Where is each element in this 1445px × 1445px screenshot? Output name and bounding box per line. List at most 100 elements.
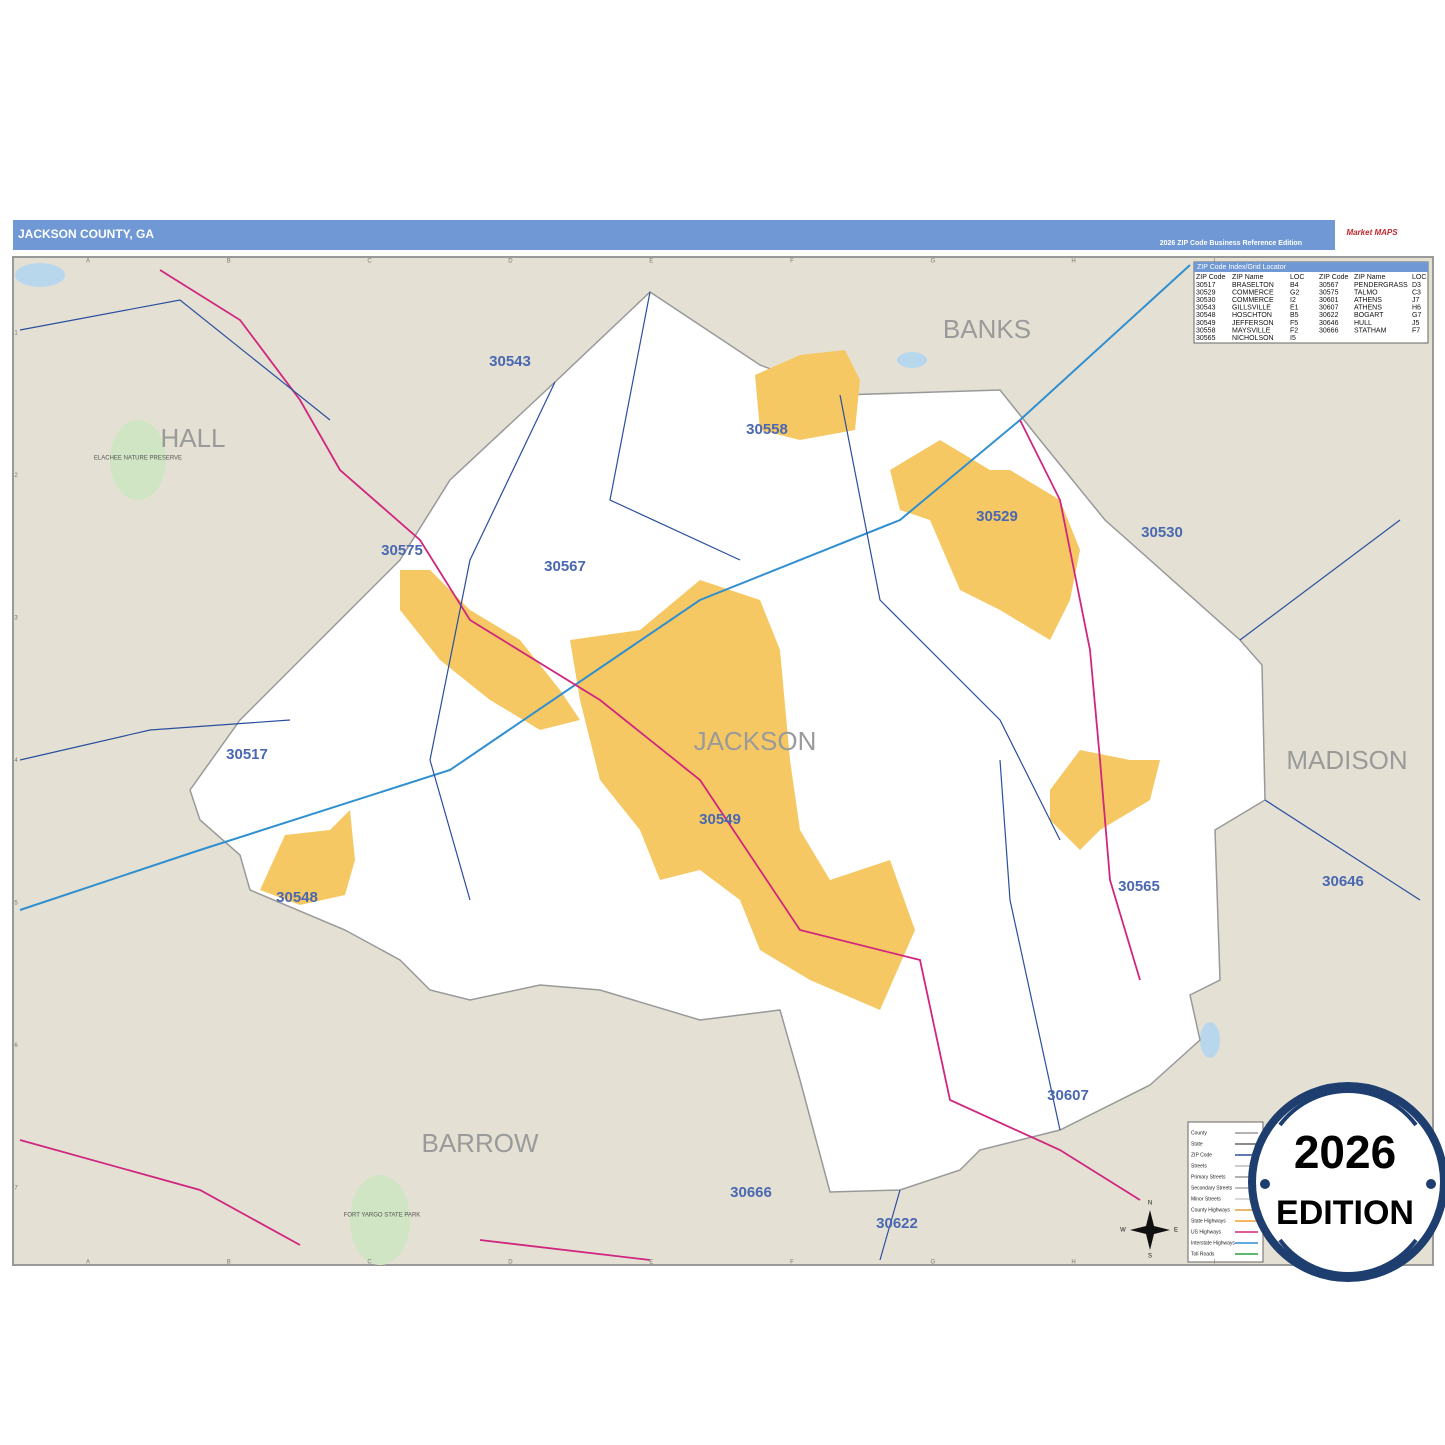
zip-index-header bbox=[1194, 262, 1428, 272]
grid-column: D bbox=[508, 1260, 513, 1266]
county-label: BANKS bbox=[943, 314, 1031, 344]
table-cell: H6 bbox=[1412, 305, 1421, 312]
table-cell: HULL bbox=[1354, 320, 1372, 327]
grid-column: B bbox=[227, 259, 231, 265]
park-label: ELACHEE NATURE PRESERVE bbox=[94, 456, 182, 462]
grid-column: I bbox=[1214, 1260, 1216, 1266]
grid-column: F bbox=[790, 259, 794, 265]
table-header: ZIP Code bbox=[1319, 274, 1349, 281]
badge-arc bbox=[1278, 1089, 1418, 1276]
grid-column: I bbox=[1214, 259, 1216, 265]
map-subtitle: 2026 ZIP Code Business Reference Edition bbox=[1160, 240, 1302, 247]
table-cell: 30622 bbox=[1319, 312, 1339, 319]
badge-dot bbox=[1426, 1179, 1436, 1189]
table-cell: E1 bbox=[1290, 305, 1299, 312]
grid-row: 7 bbox=[14, 1186, 18, 1192]
grid-column: G bbox=[930, 1260, 935, 1266]
park-areas bbox=[110, 420, 410, 1265]
table-cell: F2 bbox=[1290, 327, 1298, 334]
zip-label: 30549 bbox=[699, 811, 741, 828]
table-cell: 30607 bbox=[1319, 305, 1339, 312]
header-bar bbox=[13, 220, 1433, 250]
grid-row: 5 bbox=[14, 901, 18, 907]
grid-row: 2 bbox=[14, 473, 18, 479]
table-cell: B5 bbox=[1290, 312, 1299, 319]
zip-label: 30646 bbox=[1322, 873, 1364, 890]
table-cell: COMMERCE bbox=[1232, 297, 1274, 304]
legend-label: County Highways bbox=[1191, 1207, 1230, 1213]
grid-column: D bbox=[508, 259, 513, 265]
compass-letter: S bbox=[1148, 1254, 1152, 1260]
legend-label: US Highways bbox=[1191, 1229, 1222, 1235]
grid-row: 1 bbox=[14, 331, 18, 337]
table-cell: C3 bbox=[1412, 289, 1421, 296]
zip-label: 30543 bbox=[489, 353, 531, 370]
logo: Market MAPS bbox=[1346, 228, 1398, 237]
grid-column: H bbox=[1071, 1260, 1075, 1266]
table-cell: 30666 bbox=[1319, 327, 1339, 334]
table-header: ZIP Name bbox=[1354, 274, 1385, 281]
zip-label: 30529 bbox=[976, 508, 1018, 525]
table-cell: HOSCHTON bbox=[1232, 312, 1272, 319]
table-cell: F7 bbox=[1412, 327, 1420, 334]
zip-label: 30575 bbox=[381, 542, 423, 559]
table-cell: 30601 bbox=[1319, 297, 1339, 304]
grid-column: G bbox=[930, 259, 935, 265]
table-cell: B4 bbox=[1290, 282, 1299, 289]
grid-column: E bbox=[649, 1260, 653, 1266]
legend-label: ZIP Code bbox=[1191, 1152, 1212, 1158]
zip-label: 30548 bbox=[276, 889, 318, 906]
legend-label: Toll Roads bbox=[1191, 1251, 1215, 1257]
table-cell: NICHOLSON bbox=[1232, 335, 1274, 342]
county-label: HALL bbox=[160, 423, 225, 453]
table-cell: 30529 bbox=[1196, 289, 1216, 296]
table-cell: I5 bbox=[1290, 335, 1296, 342]
table-cell: I2 bbox=[1290, 297, 1296, 304]
table-cell: 30567 bbox=[1319, 282, 1339, 289]
table-cell: BRASELTON bbox=[1232, 282, 1274, 289]
table-cell: JEFFERSON bbox=[1232, 320, 1274, 327]
county-label: BARROW bbox=[422, 1128, 539, 1158]
table-header: ZIP Name bbox=[1232, 274, 1263, 281]
legend-label: Minor Streets bbox=[1191, 1196, 1221, 1202]
zip-index-title: ZIP Code Index/Grid Locator bbox=[1197, 264, 1287, 271]
legend-label: County bbox=[1191, 1130, 1207, 1136]
table-cell: 30575 bbox=[1319, 289, 1339, 296]
badge-text: EDITION bbox=[1276, 1194, 1414, 1232]
zip-label: 30666 bbox=[730, 1184, 772, 1201]
zip-label: 30567 bbox=[544, 558, 586, 575]
zip-label: 30558 bbox=[746, 421, 788, 438]
table-cell: 30530 bbox=[1196, 297, 1216, 304]
table-header: LOC bbox=[1290, 274, 1304, 281]
grid-column: B bbox=[227, 1260, 231, 1266]
table-cell: 30548 bbox=[1196, 312, 1216, 319]
table-header: LOC bbox=[1412, 274, 1426, 281]
legend-label: Streets bbox=[1191, 1163, 1207, 1169]
grid-column: A bbox=[86, 1260, 90, 1266]
county-label: JACKSON bbox=[694, 726, 817, 756]
badge-year: 2026 bbox=[1294, 1126, 1396, 1178]
table-cell: COMMERCE bbox=[1232, 289, 1274, 296]
table-cell: 30558 bbox=[1196, 327, 1216, 334]
compass-letter: W bbox=[1120, 1228, 1126, 1234]
table-cell: BOGART bbox=[1354, 312, 1384, 319]
table-cell: J5 bbox=[1412, 320, 1420, 327]
grid-column: F bbox=[790, 1260, 794, 1266]
table-cell: 30646 bbox=[1319, 320, 1339, 327]
table-cell: ATHENS bbox=[1354, 297, 1382, 304]
edition-badge bbox=[1248, 1082, 1445, 1282]
zip-index bbox=[1193, 261, 1429, 344]
grid-column: E bbox=[649, 259, 653, 265]
table-cell: F5 bbox=[1290, 320, 1298, 327]
grid-row: 4 bbox=[14, 758, 18, 764]
table-cell: ATHENS bbox=[1354, 305, 1382, 312]
roads bbox=[19, 264, 1421, 1261]
table-cell: GILLSVILLE bbox=[1232, 305, 1271, 312]
grid-column: C bbox=[367, 1260, 372, 1266]
legend-items: County State ZIP Code Streets Primary Street… bbox=[1191, 1130, 1258, 1257]
logo-box bbox=[1335, 220, 1433, 250]
table-header: ZIP Code bbox=[1196, 274, 1226, 281]
table-cell: D3 bbox=[1412, 282, 1421, 289]
table-cell: STATHAM bbox=[1354, 327, 1387, 334]
